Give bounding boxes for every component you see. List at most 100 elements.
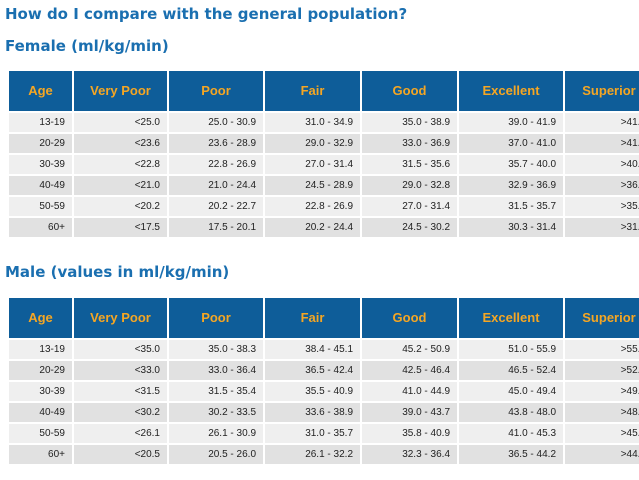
cell-good: 42.5 - 46.4 — [362, 361, 457, 380]
cell-very-poor: <35.0 — [74, 340, 167, 359]
cell-fair: 36.5 - 42.4 — [265, 361, 360, 380]
cell-very-poor: <20.2 — [74, 197, 167, 216]
cell-poor: 30.2 - 33.5 — [169, 403, 263, 422]
cell-excellent: 41.0 - 45.3 — [459, 424, 563, 443]
cell-superior: >48.0 — [565, 403, 639, 422]
header-row: Age Very Poor Poor Fair Good Excellent Superio… — [9, 71, 639, 111]
cell-very-poor: <20.5 — [74, 445, 167, 464]
cell-superior: >40.0 — [565, 155, 639, 174]
cell-poor: 33.0 - 36.4 — [169, 361, 263, 380]
cell-poor: 20.5 - 26.0 — [169, 445, 263, 464]
cell-good: 35.0 - 38.9 — [362, 113, 457, 132]
cell-excellent: 30.3 - 31.4 — [459, 218, 563, 237]
col-header-fair: Fair — [265, 71, 360, 111]
cell-excellent: 46.5 - 52.4 — [459, 361, 563, 380]
cell-excellent: 31.5 - 35.7 — [459, 197, 563, 216]
cell-good: 45.2 - 50.9 — [362, 340, 457, 359]
cell-poor: 21.0 - 24.4 — [169, 176, 263, 195]
col-header-good: Good — [362, 71, 457, 111]
cell-age: 30-39 — [9, 155, 72, 174]
cell-poor: 20.2 - 22.7 — [169, 197, 263, 216]
cell-poor: 26.1 - 30.9 — [169, 424, 263, 443]
cell-superior: >31.4 — [565, 218, 639, 237]
col-header-excellent: Excellent — [459, 71, 563, 111]
cell-good: 24.5 - 30.2 — [362, 218, 457, 237]
cell-age: 20-29 — [9, 361, 72, 380]
female-heading: Female (ml/kg/min) — [5, 37, 169, 55]
table-row: 60+ <17.5 17.5 - 20.1 20.2 - 24.4 24.5 - 30.… — [9, 218, 639, 237]
cell-good: 31.5 - 35.6 — [362, 155, 457, 174]
table-row: 50-59 <20.2 20.2 - 22.7 22.8 - 26.9 27.0 - 3… — [9, 197, 639, 216]
cell-good: 29.0 - 32.8 — [362, 176, 457, 195]
female-fitness-table: Age Very Poor Poor Fair Good Excellent Superio… — [7, 69, 639, 239]
col-header-superior: Superior — [565, 298, 639, 338]
cell-good: 35.8 - 40.9 — [362, 424, 457, 443]
male-fitness-table: Age Very Poor Poor Fair Good Excellent Superio… — [7, 296, 639, 466]
cell-poor: 22.8 - 26.9 — [169, 155, 263, 174]
col-header-age: Age — [9, 71, 72, 111]
table-row: 13-19 <35.0 35.0 - 38.3 38.4 - 45.1 45.2 - 5… — [9, 340, 639, 359]
cell-superior: >45.3 — [565, 424, 639, 443]
cell-age: 13-19 — [9, 340, 72, 359]
cell-fair: 29.0 - 32.9 — [265, 134, 360, 153]
cell-fair: 26.1 - 32.2 — [265, 445, 360, 464]
cell-excellent: 43.8 - 48.0 — [459, 403, 563, 422]
col-header-fair: Fair — [265, 298, 360, 338]
col-header-very-poor: Very Poor — [74, 298, 167, 338]
col-header-poor: Poor — [169, 71, 263, 111]
male-table-body: 13-19 <35.0 35.0 - 38.3 38.4 - 45.1 45.2 - 5… — [9, 340, 639, 464]
cell-age: 60+ — [9, 218, 72, 237]
cell-good: 33.0 - 36.9 — [362, 134, 457, 153]
cell-excellent: 39.0 - 41.9 — [459, 113, 563, 132]
cell-fair: 38.4 - 45.1 — [265, 340, 360, 359]
cell-excellent: 32.9 - 36.9 — [459, 176, 563, 195]
male-table-header: Age Very Poor Poor Fair Good Excellent Superio… — [9, 298, 639, 338]
col-header-poor: Poor — [169, 298, 263, 338]
cell-superior: >49.4 — [565, 382, 639, 401]
cell-very-poor: <25.0 — [74, 113, 167, 132]
cell-very-poor: <17.5 — [74, 218, 167, 237]
table-row: 30-39 <31.5 31.5 - 35.4 35.5 - 40.9 41.0 - 4… — [9, 382, 639, 401]
table-row: 20-29 <23.6 23.6 - 28.9 29.0 - 32.9 33.0 - 3… — [9, 134, 639, 153]
cell-good: 32.3 - 36.4 — [362, 445, 457, 464]
female-table-body: 13-19 <25.0 25.0 - 30.9 31.0 - 34.9 35.0 - 3… — [9, 113, 639, 237]
col-header-superior: Superior — [565, 71, 639, 111]
cell-fair: 22.8 - 26.9 — [265, 197, 360, 216]
cell-superior: >35.7 — [565, 197, 639, 216]
cell-age: 50-59 — [9, 197, 72, 216]
table-row: 60+ <20.5 20.5 - 26.0 26.1 - 32.2 32.3 - 36.… — [9, 445, 639, 464]
cell-good: 39.0 - 43.7 — [362, 403, 457, 422]
cell-very-poor: <22.8 — [74, 155, 167, 174]
cell-very-poor: <26.1 — [74, 424, 167, 443]
cell-age: 30-39 — [9, 382, 72, 401]
cell-age: 60+ — [9, 445, 72, 464]
col-header-very-poor: Very Poor — [74, 71, 167, 111]
cell-excellent: 51.0 - 55.9 — [459, 340, 563, 359]
table-row: 20-29 <33.0 33.0 - 36.4 36.5 - 42.4 42.5 - 4… — [9, 361, 639, 380]
cell-very-poor: <21.0 — [74, 176, 167, 195]
table-row: 30-39 <22.8 22.8 - 26.9 27.0 - 31.4 31.5 - 3… — [9, 155, 639, 174]
cell-very-poor: <33.0 — [74, 361, 167, 380]
cell-fair: 31.0 - 34.9 — [265, 113, 360, 132]
cell-superior: >41.9 — [565, 113, 639, 132]
female-table-header: Age Very Poor Poor Fair Good Excellent Superio… — [9, 71, 639, 111]
cell-poor: 23.6 - 28.9 — [169, 134, 263, 153]
cell-fair: 35.5 - 40.9 — [265, 382, 360, 401]
cell-good: 27.0 - 31.4 — [362, 197, 457, 216]
col-header-excellent: Excellent — [459, 298, 563, 338]
cell-excellent: 45.0 - 49.4 — [459, 382, 563, 401]
cell-poor: 31.5 - 35.4 — [169, 382, 263, 401]
cell-age: 20-29 — [9, 134, 72, 153]
cell-poor: 25.0 - 30.9 — [169, 113, 263, 132]
table-row: 50-59 <26.1 26.1 - 30.9 31.0 - 35.7 35.8 - 4… — [9, 424, 639, 443]
col-header-age: Age — [9, 298, 72, 338]
cell-good: 41.0 - 44.9 — [362, 382, 457, 401]
cell-age: 50-59 — [9, 424, 72, 443]
cell-fair: 33.6 - 38.9 — [265, 403, 360, 422]
cell-fair: 20.2 - 24.4 — [265, 218, 360, 237]
cell-age: 40-49 — [9, 403, 72, 422]
col-header-good: Good — [362, 298, 457, 338]
cell-excellent: 36.5 - 44.2 — [459, 445, 563, 464]
table-row: 40-49 <30.2 30.2 - 33.5 33.6 - 38.9 39.0 - 4… — [9, 403, 639, 422]
cell-superior: >55.9 — [565, 340, 639, 359]
